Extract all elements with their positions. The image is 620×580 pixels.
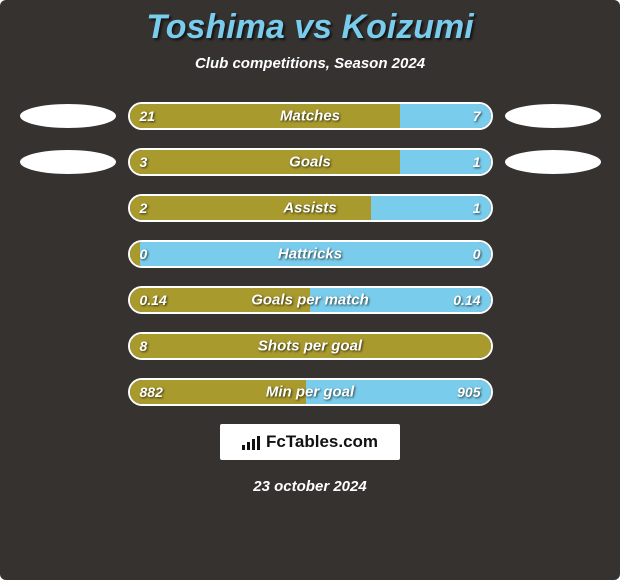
stat-value-right: 0 bbox=[473, 246, 481, 262]
row-spacer bbox=[20, 196, 116, 220]
team-logo-left bbox=[20, 104, 116, 128]
stat-row: Min per goal 882 905 bbox=[0, 378, 620, 406]
row-spacer bbox=[505, 242, 601, 266]
stat-bar: Goals per match 0.14 0.14 bbox=[128, 286, 493, 314]
row-spacer bbox=[20, 380, 116, 404]
stat-value-right: 1 bbox=[473, 200, 481, 216]
stat-value-right: 1 bbox=[473, 154, 481, 170]
brand-badge: FcTables.com bbox=[220, 424, 400, 460]
row-spacer bbox=[20, 334, 116, 358]
bar-segment-left bbox=[130, 104, 401, 128]
stat-bar: Goals 3 1 bbox=[128, 148, 493, 176]
stat-value-left: 882 bbox=[140, 384, 163, 400]
stat-value-left: 3 bbox=[140, 154, 148, 170]
row-spacer bbox=[20, 242, 116, 266]
stat-label: Matches bbox=[280, 108, 340, 125]
stat-row: Goals per match 0.14 0.14 bbox=[0, 286, 620, 314]
chart-icon bbox=[242, 435, 260, 449]
stat-bar: Matches 21 7 bbox=[128, 102, 493, 130]
stat-value-left: 0 bbox=[140, 246, 148, 262]
date-text: 23 october 2024 bbox=[0, 478, 620, 495]
stat-bar: Min per goal 882 905 bbox=[128, 378, 493, 406]
row-spacer bbox=[505, 380, 601, 404]
stat-label: Assists bbox=[283, 200, 336, 217]
stat-value-left: 2 bbox=[140, 200, 148, 216]
stat-row: Shots per goal 8 bbox=[0, 332, 620, 360]
stat-label: Goals per match bbox=[251, 292, 369, 309]
stat-label: Min per goal bbox=[266, 384, 354, 401]
stat-row: Assists 2 1 bbox=[0, 194, 620, 222]
team-logo-left bbox=[20, 150, 116, 174]
stat-row: Goals 3 1 bbox=[0, 148, 620, 176]
page-title: Toshima vs Koizumi bbox=[0, 8, 620, 47]
bar-segment-left bbox=[130, 150, 401, 174]
row-spacer bbox=[505, 288, 601, 312]
stat-row: Matches 21 7 bbox=[0, 102, 620, 130]
stat-value-right: 905 bbox=[457, 384, 480, 400]
comparison-card: Toshima vs Koizumi Club competitions, Se… bbox=[0, 0, 620, 580]
footer: FcTables.com 23 october 2024 bbox=[0, 424, 620, 495]
stat-row: Hattricks 0 0 bbox=[0, 240, 620, 268]
stat-value-left: 21 bbox=[140, 108, 156, 124]
team-logo-right bbox=[505, 104, 601, 128]
stat-bar: Shots per goal 8 bbox=[128, 332, 493, 360]
stat-label: Goals bbox=[289, 154, 331, 171]
stat-value-right: 7 bbox=[473, 108, 481, 124]
row-spacer bbox=[20, 288, 116, 312]
stats-rows: Matches217Goals31Assists21Hattricks00Goa… bbox=[0, 102, 620, 406]
stat-value-left: 0.14 bbox=[140, 292, 167, 308]
subtitle: Club competitions, Season 2024 bbox=[0, 55, 620, 72]
brand-text: FcTables.com bbox=[266, 432, 378, 452]
stat-bar: Hattricks 0 0 bbox=[128, 240, 493, 268]
stat-bar: Assists 2 1 bbox=[128, 194, 493, 222]
stat-value-right: 0.14 bbox=[453, 292, 480, 308]
stat-label: Shots per goal bbox=[258, 338, 362, 355]
stat-label: Hattricks bbox=[278, 246, 342, 263]
stat-value-left: 8 bbox=[140, 338, 148, 354]
row-spacer bbox=[505, 196, 601, 220]
team-logo-right bbox=[505, 150, 601, 174]
row-spacer bbox=[505, 334, 601, 358]
